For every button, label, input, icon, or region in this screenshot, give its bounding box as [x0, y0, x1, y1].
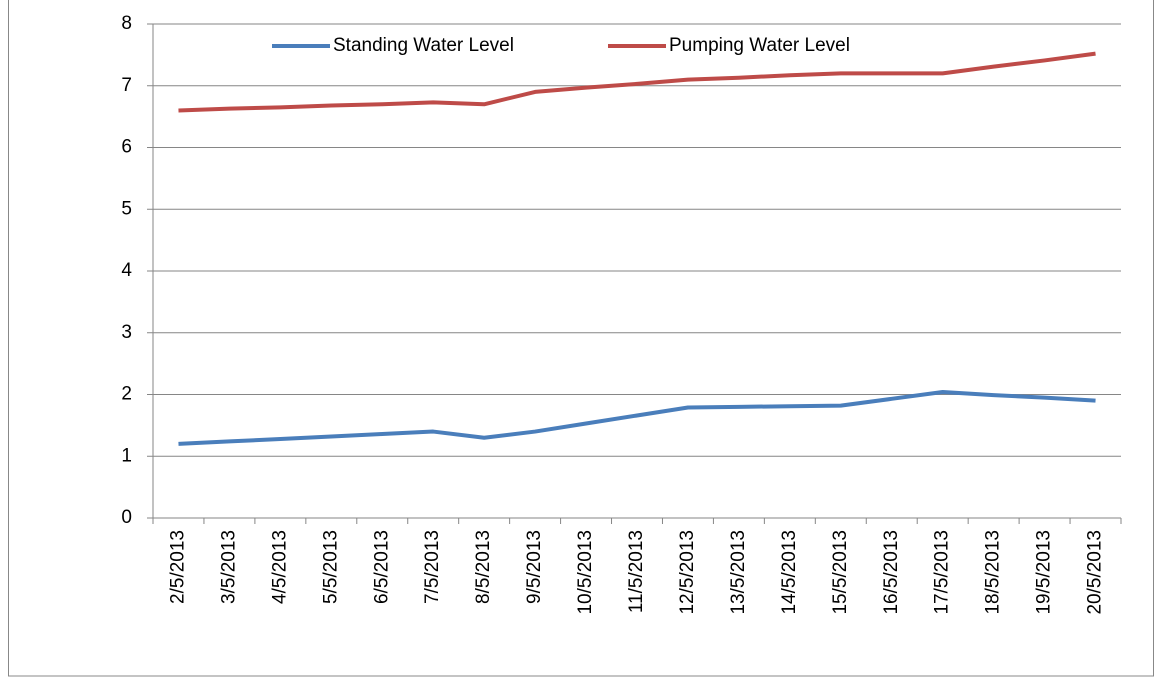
x-tick-label: 15/5/2013	[830, 530, 851, 615]
series-line	[178, 390, 1096, 446]
series-line	[178, 51, 1096, 113]
x-tick-label: 9/5/2013	[524, 530, 545, 604]
legend-label: Standing Water Level	[333, 35, 514, 56]
y-tick-label: 6	[121, 137, 132, 158]
y-tick-label: 0	[121, 507, 132, 528]
x-tick-label: 3/5/2013	[218, 530, 239, 604]
x-tick-label: 16/5/2013	[881, 530, 902, 615]
chart-frame	[8, 0, 1154, 677]
x-tick-label: 2/5/2013	[167, 530, 188, 604]
y-tick-label: 7	[121, 75, 132, 96]
y-tick-label: 1	[121, 445, 132, 466]
x-tick-label: 6/5/2013	[371, 530, 392, 604]
y-tick-label: 3	[121, 322, 132, 343]
x-tick-label: 5/5/2013	[320, 530, 341, 604]
x-tick-label: 8/5/2013	[473, 530, 494, 604]
y-tick-label: 5	[121, 198, 132, 219]
legend-label: Pumping Water Level	[669, 35, 850, 56]
x-tick-label: 12/5/2013	[677, 530, 698, 615]
x-tick-label: 4/5/2013	[269, 530, 290, 604]
x-tick-label: 10/5/2013	[575, 530, 596, 615]
x-tick-label: 7/5/2013	[422, 530, 443, 604]
x-tick-label: 14/5/2013	[779, 530, 800, 615]
x-tick-label: 13/5/2013	[728, 530, 749, 615]
y-tick-label: 4	[121, 260, 132, 281]
x-tick-label: 11/5/2013	[626, 530, 647, 613]
x-tick-label: 19/5/2013	[1034, 530, 1055, 615]
y-tick-label: 8	[121, 13, 132, 34]
x-tick-label: 18/5/2013	[983, 530, 1004, 615]
x-tick-label: 17/5/2013	[932, 530, 953, 615]
x-tick-label: 20/5/2013	[1085, 530, 1106, 615]
y-tick-label: 2	[121, 384, 132, 405]
